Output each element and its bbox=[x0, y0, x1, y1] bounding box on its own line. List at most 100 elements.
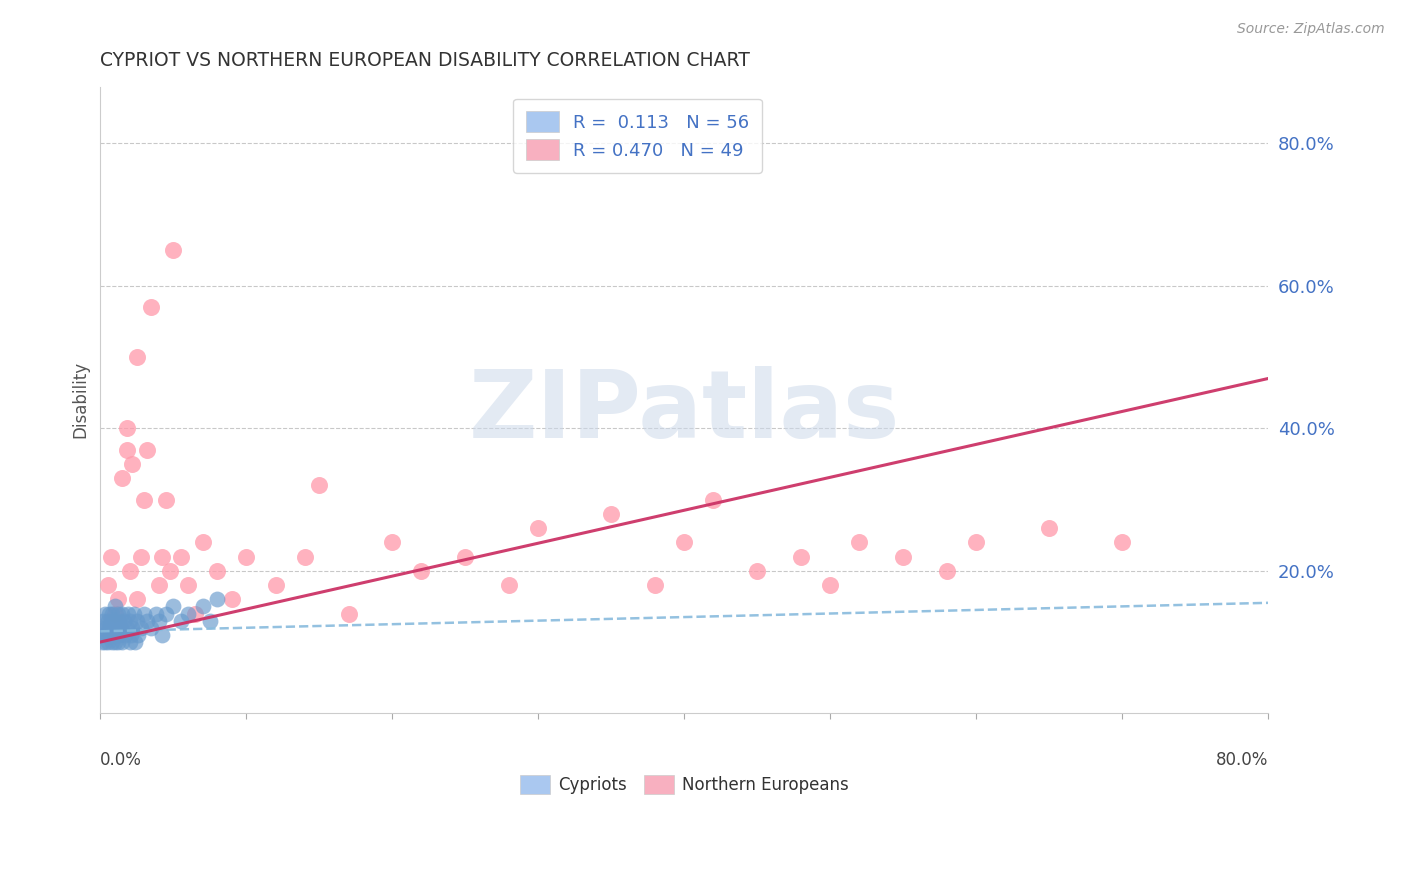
Point bbox=[848, 535, 870, 549]
Point bbox=[117, 607, 139, 621]
Point bbox=[90, 635, 112, 649]
Point bbox=[89, 621, 111, 635]
Point bbox=[965, 535, 987, 549]
Point bbox=[115, 621, 138, 635]
Point bbox=[114, 628, 136, 642]
Point bbox=[101, 635, 124, 649]
Point bbox=[104, 635, 127, 649]
Point bbox=[93, 635, 115, 649]
Point bbox=[125, 350, 148, 364]
Point bbox=[98, 607, 121, 621]
Point bbox=[198, 614, 221, 628]
Point bbox=[101, 607, 124, 621]
Point bbox=[91, 614, 114, 628]
Point bbox=[454, 549, 477, 564]
Point bbox=[264, 578, 287, 592]
Point bbox=[112, 614, 135, 628]
Point bbox=[177, 607, 200, 621]
Point bbox=[155, 492, 177, 507]
Point bbox=[111, 607, 134, 621]
Point bbox=[145, 607, 167, 621]
Point bbox=[150, 549, 173, 564]
Point bbox=[118, 564, 141, 578]
Point bbox=[129, 549, 152, 564]
Point bbox=[150, 628, 173, 642]
Point bbox=[107, 635, 129, 649]
Point bbox=[124, 635, 146, 649]
Point bbox=[205, 564, 228, 578]
Point bbox=[162, 244, 184, 258]
Point bbox=[125, 592, 148, 607]
Point bbox=[107, 607, 129, 621]
Point bbox=[120, 628, 142, 642]
Point bbox=[644, 578, 666, 592]
Point bbox=[108, 628, 131, 642]
Point bbox=[169, 614, 191, 628]
Point bbox=[104, 614, 127, 628]
Point bbox=[104, 599, 127, 614]
Point bbox=[308, 478, 330, 492]
Point bbox=[600, 507, 623, 521]
Point bbox=[162, 599, 184, 614]
Point bbox=[103, 628, 125, 642]
Text: 80.0%: 80.0% bbox=[1216, 751, 1268, 769]
Point bbox=[134, 492, 156, 507]
Text: Source: ZipAtlas.com: Source: ZipAtlas.com bbox=[1237, 22, 1385, 37]
Point bbox=[148, 578, 170, 592]
Point bbox=[93, 607, 115, 621]
Point bbox=[177, 578, 200, 592]
Point bbox=[936, 564, 959, 578]
Point bbox=[891, 549, 914, 564]
Point bbox=[159, 564, 181, 578]
Text: 0.0%: 0.0% bbox=[100, 751, 142, 769]
Point bbox=[118, 614, 141, 628]
Point bbox=[136, 442, 159, 457]
Point bbox=[790, 549, 813, 564]
Point bbox=[105, 621, 128, 635]
Point bbox=[91, 628, 114, 642]
Point bbox=[111, 471, 134, 485]
Point bbox=[184, 607, 207, 621]
Point bbox=[108, 614, 131, 628]
Point bbox=[337, 607, 360, 621]
Point bbox=[381, 535, 404, 549]
Point bbox=[100, 614, 122, 628]
Point bbox=[105, 628, 128, 642]
Point bbox=[107, 592, 129, 607]
Point bbox=[98, 621, 121, 635]
Point bbox=[118, 635, 141, 649]
Point bbox=[127, 628, 149, 642]
Point bbox=[155, 607, 177, 621]
Text: CYPRIOT VS NORTHERN EUROPEAN DISABILITY CORRELATION CHART: CYPRIOT VS NORTHERN EUROPEAN DISABILITY … bbox=[100, 51, 751, 70]
Point bbox=[97, 614, 120, 628]
Point bbox=[148, 614, 170, 628]
Point bbox=[96, 621, 118, 635]
Point bbox=[747, 564, 769, 578]
Point bbox=[294, 549, 316, 564]
Point bbox=[100, 549, 122, 564]
Point bbox=[121, 457, 143, 471]
Point bbox=[134, 607, 156, 621]
Point bbox=[129, 621, 152, 635]
Point bbox=[191, 535, 214, 549]
Point bbox=[141, 300, 163, 314]
Point bbox=[205, 592, 228, 607]
Point bbox=[111, 635, 134, 649]
Point bbox=[115, 442, 138, 457]
Point bbox=[122, 607, 145, 621]
Point bbox=[498, 578, 520, 592]
Point bbox=[104, 607, 127, 621]
Point bbox=[136, 614, 159, 628]
Point bbox=[527, 521, 550, 535]
Point bbox=[221, 592, 243, 607]
Point bbox=[673, 535, 696, 549]
Point bbox=[115, 421, 138, 435]
Point bbox=[96, 628, 118, 642]
Point bbox=[818, 578, 841, 592]
Point bbox=[97, 635, 120, 649]
Point bbox=[191, 599, 214, 614]
Legend: Cypriots, Northern Europeans: Cypriots, Northern Europeans bbox=[513, 769, 855, 801]
Point bbox=[100, 628, 122, 642]
Text: ZIPatlas: ZIPatlas bbox=[468, 367, 900, 458]
Point bbox=[97, 578, 120, 592]
